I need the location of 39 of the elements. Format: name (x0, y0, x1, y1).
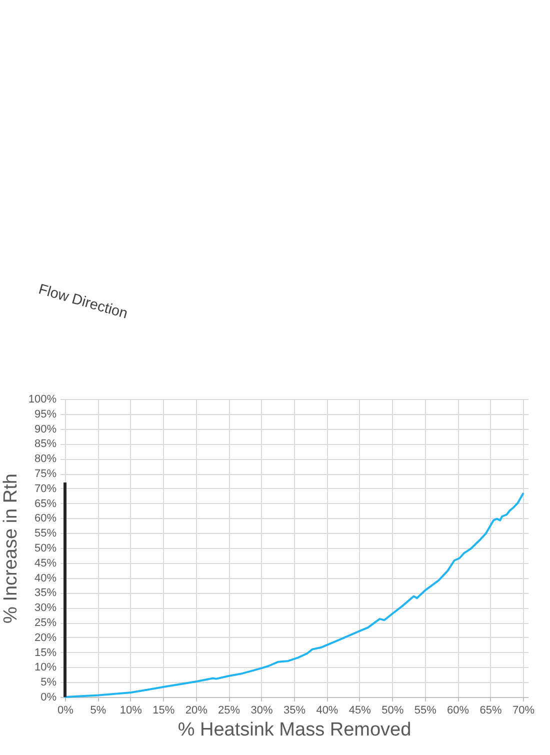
y-tick-label: 50% (34, 542, 57, 554)
x-tick-label: 35% (283, 704, 306, 716)
y-tick-label: 30% (34, 602, 57, 614)
y-tick-label: 0% (40, 692, 57, 704)
x-tick-label: 30% (250, 704, 274, 716)
y-tick-label: 90% (34, 423, 57, 436)
y-tick-label: 40% (34, 572, 57, 584)
x-tick-label: 10% (120, 704, 142, 716)
y-tick-label: 20% (34, 632, 57, 644)
x-tick-label: 60% (447, 704, 470, 716)
y-tick-label: 5% (40, 676, 57, 689)
y-tick-label: 70% (34, 482, 57, 495)
y-tick-label: 15% (34, 646, 57, 659)
y-tick-label: 60% (34, 512, 57, 525)
y-tick-label: 45% (34, 557, 57, 570)
y-axis-title: % Increase in Rth (0, 474, 22, 624)
y-tick-label: 85% (34, 438, 57, 450)
y-tick-label: 25% (34, 617, 57, 629)
x-tick-label: 20% (185, 704, 208, 716)
x-tick-label: 25% (218, 704, 240, 716)
x-tick-label: 50% (382, 704, 404, 716)
y-tick-label: 100% (28, 394, 57, 406)
x-tick-label: 45% (348, 704, 372, 716)
x-axis-title: % Heatsink Mass Removed (178, 720, 412, 740)
y-tick-label: 65% (34, 498, 57, 510)
y-tick-label: 10% (34, 662, 57, 674)
line-series (64, 492, 524, 698)
x-tick-label: 0% (58, 704, 74, 716)
y-tick-label: 80% (34, 453, 57, 466)
x-tick-label: 40% (316, 704, 338, 716)
x-tick-label: 5% (90, 704, 106, 716)
y-tick-label: 55% (34, 528, 57, 540)
x-tick-label: 15% (152, 704, 175, 716)
y-tick-label: 95% (34, 408, 57, 420)
x-tick-label: 70% (512, 704, 535, 716)
x-tick-label: 55% (414, 704, 437, 716)
y-tick-label: 75% (34, 468, 57, 480)
y-tick-label: 35% (34, 587, 57, 600)
x-tick-label: 65% (480, 704, 502, 716)
